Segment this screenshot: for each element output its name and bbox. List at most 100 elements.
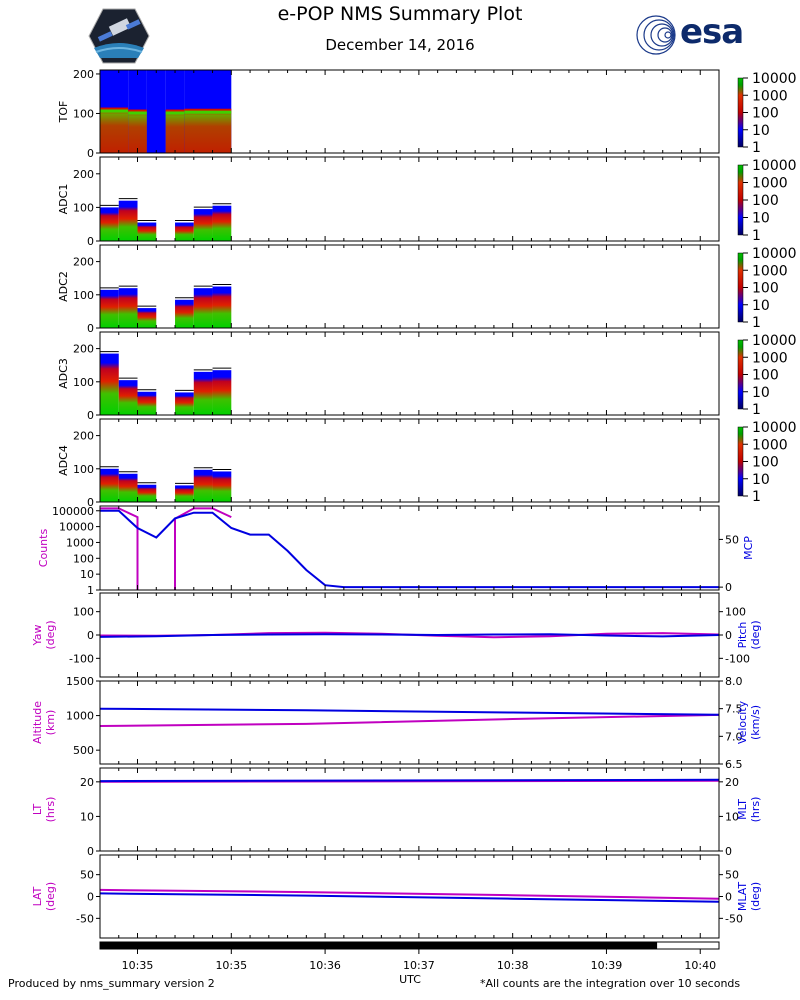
colorbar-label: 1 xyxy=(752,489,761,505)
colorbar xyxy=(737,426,744,497)
heatmap-cell xyxy=(193,371,213,415)
y-axis-label: ADC2 xyxy=(57,271,70,302)
x-tick-label: 10:35 xyxy=(122,959,154,972)
colorbar-label: 10000 xyxy=(752,71,797,87)
y2-tick-label: 100 xyxy=(725,606,746,619)
y-axis-label: ADC4 xyxy=(57,445,70,476)
heatmap-cell xyxy=(137,308,157,328)
heatmap-band xyxy=(100,109,129,113)
y2-tick-label: 6.5 xyxy=(725,758,743,771)
y-tick-label: 100 xyxy=(73,376,94,389)
y2-tick-label: 10 xyxy=(725,810,739,823)
heatmap-band xyxy=(165,111,185,115)
heatmap-cell xyxy=(137,222,157,241)
colorbar-label: 10 xyxy=(752,211,770,227)
heatmap-cell xyxy=(118,380,138,415)
y2-tick-label: -50 xyxy=(725,912,743,925)
heatmap-cell xyxy=(100,207,119,241)
heatmap-cell xyxy=(175,299,194,328)
footer-version-note: Produced by nms_summary version 2 xyxy=(8,977,215,990)
page-title: e-POP NMS Summary Plot xyxy=(277,3,523,25)
colorbar-label: 10000 xyxy=(752,420,797,436)
counts-mcp-frame xyxy=(99,505,720,591)
y-axis-label: Yaw(deg) xyxy=(31,620,57,649)
y2-axis-label: Pitch(deg) xyxy=(736,620,762,649)
colorbar-label: 1 xyxy=(752,140,761,156)
series-pitch-line xyxy=(99,633,720,638)
y-tick-label: 200 xyxy=(73,68,94,81)
heatmap-cell xyxy=(128,109,147,153)
heatmap-cell xyxy=(100,289,119,328)
y2-tick-label: 7.5 xyxy=(725,703,743,716)
heatmap-cell xyxy=(100,353,119,415)
y-tick-label: 20 xyxy=(80,776,94,789)
y-tick-label: 200 xyxy=(73,256,94,269)
x-tick-label: 10:37 xyxy=(403,959,435,972)
y2-tick-label: 7.0 xyxy=(725,730,743,743)
colorbar-label: 10 xyxy=(752,298,770,314)
colorbar-label: 10 xyxy=(752,472,770,488)
colorbar-label: 1000 xyxy=(752,88,788,104)
y-tick-label: 0 xyxy=(87,235,94,248)
heatmap-cell xyxy=(146,70,166,153)
colorbar-label: 100 xyxy=(752,106,779,122)
y2-tick-label: 50 xyxy=(725,533,739,546)
y-tick-label: 500 xyxy=(73,744,94,757)
y-tick-label: 0 xyxy=(87,891,94,904)
y2-axis-label: MCP xyxy=(742,536,755,560)
y-tick-label: 10000 xyxy=(59,521,94,534)
epop-mission-logo xyxy=(88,8,150,64)
colorbar-label: 10000 xyxy=(752,158,797,174)
y2-tick-label: 0 xyxy=(725,581,732,594)
colorbar xyxy=(737,164,744,236)
heatmap-cell xyxy=(212,205,232,241)
colorbar-label: 100 xyxy=(752,455,779,471)
y-axis-label: ADC3 xyxy=(57,358,70,389)
heatmap-cell xyxy=(118,473,138,502)
heatmap-cell xyxy=(137,484,157,502)
y-tick-label: 100000 xyxy=(52,505,94,518)
y2-tick-label: 50 xyxy=(725,869,739,882)
y-tick-label: 10 xyxy=(80,568,94,581)
y-tick-label: 100 xyxy=(73,201,94,214)
colorbar xyxy=(737,252,744,323)
y-tick-label: 100 xyxy=(73,552,94,565)
heatmap-cell xyxy=(175,222,194,241)
y2-tick-label: 0 xyxy=(725,891,732,904)
heatmap-cell xyxy=(193,469,213,502)
y-axis-label: Counts xyxy=(37,529,50,568)
data-coverage-fill xyxy=(100,942,658,949)
colorbar-label: 10 xyxy=(752,385,770,401)
heatmap-cell xyxy=(100,107,129,153)
y-tick-label: 200 xyxy=(73,168,94,181)
colorbar-label: 10000 xyxy=(752,246,797,262)
adc4-frame xyxy=(99,418,720,503)
heatmap-cell xyxy=(193,209,213,241)
heatmap-band xyxy=(184,110,232,114)
y-axis-label: Altitude(km) xyxy=(31,701,57,744)
y-tick-label: 0 xyxy=(87,629,94,642)
footer-integration-note: *All counts are the integration over 10 … xyxy=(480,977,741,990)
y-axis-label: LAT(deg) xyxy=(31,882,57,911)
y-tick-label: 1000 xyxy=(66,536,94,549)
series-velocity-line xyxy=(99,707,720,716)
heatmap-cell xyxy=(212,471,232,502)
y-tick-label: 200 xyxy=(73,430,94,443)
colorbar-label: 1000 xyxy=(752,176,788,192)
series-mlt-line xyxy=(99,778,720,783)
y-tick-label: 0 xyxy=(87,409,94,422)
colorbar xyxy=(737,339,744,410)
y-tick-label: 50 xyxy=(80,869,94,882)
heatmap-cell xyxy=(212,370,232,415)
y2-axis-label: MLAT(deg) xyxy=(736,882,762,912)
colorbar-label: 1 xyxy=(752,315,761,331)
colorbar-label: 1 xyxy=(752,402,761,418)
colorbar xyxy=(737,77,744,148)
y-tick-label: 100 xyxy=(73,107,94,120)
y2-tick-label: -100 xyxy=(725,652,750,665)
heatmap-cell xyxy=(100,468,119,502)
adc2-frame xyxy=(99,244,720,329)
adc3-frame xyxy=(99,331,720,416)
esa-logo-wordmark: esa xyxy=(680,12,744,52)
